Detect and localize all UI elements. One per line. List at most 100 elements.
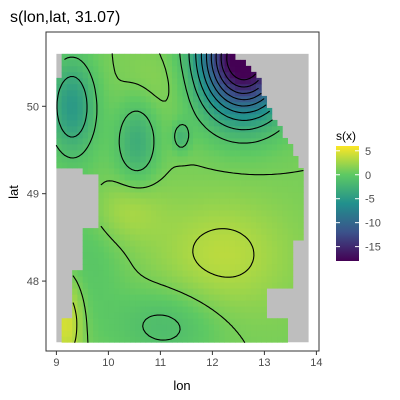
heat-cell [145,306,152,313]
heat-cell [250,149,257,157]
heat-cell [271,180,278,187]
heat-cell [193,155,199,163]
heat-cell [182,258,189,265]
heat-cell [150,336,157,343]
heat-cell [98,276,105,283]
heat-cell [161,143,168,151]
heat-cell [193,101,199,109]
heat-cell [124,216,131,223]
heat-cell [177,180,183,187]
heat-cell [119,162,126,169]
heat-cell [150,204,157,211]
heat-cell [203,113,210,121]
heat-cell [193,312,199,319]
heat-cell [177,204,183,211]
heat-cell [87,149,94,157]
heat-cell [235,143,241,151]
heat-cell [271,162,278,169]
heat-cell [256,186,262,193]
heat-cell [156,71,162,79]
chart-title: s(lon,lat, 31.07) [10,9,120,26]
heat-cell [161,306,168,313]
heat-cell [103,101,110,109]
heat-cell [187,77,194,85]
heat-cell [182,77,189,85]
heat-cell [261,252,267,259]
heat-cell [124,77,131,85]
heat-cell [198,89,204,97]
heat-cell [203,95,210,103]
heat-cell [124,330,131,337]
heat-cell [224,246,231,253]
heat-cell [203,252,210,259]
heat-cell [256,125,262,133]
heat-cell [208,234,215,241]
heat-cell [82,119,89,127]
heat-cell [103,306,110,313]
heat-cell [219,59,225,67]
heat-cell [161,294,168,301]
heat-cell [203,216,210,223]
heat-cell [66,101,73,109]
heat-cell [145,101,152,109]
heat-cell [98,324,105,331]
heat-cell [145,270,152,277]
heat-cell [124,113,131,121]
heat-cell [245,228,252,235]
heat-cell [166,210,173,217]
heat-cell [119,89,126,97]
heat-cell [119,288,126,295]
heat-cell [256,336,262,343]
heat-cell [124,252,131,259]
heat-cell [77,282,84,289]
heat-cell [82,246,89,253]
heat-cell [135,119,141,127]
heat-cell [156,210,162,217]
heat-cell [193,282,199,289]
heat-cell [229,330,236,337]
heat-cell [150,306,157,313]
heat-cell [277,222,283,229]
heat-cell [114,318,120,325]
heat-cell [114,125,120,133]
heat-cell [119,125,126,133]
heat-cell [140,222,147,229]
contour-line [210,53,262,101]
heat-cell [119,71,126,79]
heat-cell [98,192,105,199]
heat-cell [287,204,294,211]
heat-cell [150,330,157,337]
heat-cell [140,330,147,337]
heat-cell [245,192,252,199]
heat-cell [108,306,115,313]
heat-cell [140,216,147,223]
heat-cell [208,252,215,259]
heat-cell [287,276,294,283]
heat-cell [219,300,225,307]
heat-cell [93,83,99,91]
heat-cell [177,89,183,97]
heat-cell [166,216,173,223]
heat-cell [98,264,105,271]
heat-cell [224,155,231,163]
heat-cell [235,246,241,253]
heat-cell [82,228,89,235]
heat-cell [171,234,178,241]
heat-cell [261,143,267,151]
heat-cell [98,77,105,85]
heat-cell [135,186,141,193]
heat-cell [150,59,157,67]
heat-cell [171,294,178,301]
heat-cell [282,210,288,217]
heat-cell [198,174,204,181]
heat-cell [82,240,89,247]
heat-cell [261,155,267,163]
heat-cell [135,252,141,259]
heat-cell [135,89,141,97]
heat-cell [208,336,215,343]
heat-cell [171,180,178,187]
heat-cell [240,113,246,121]
heat-cell [177,119,183,127]
heat-cell [72,107,78,115]
heat-cell [250,119,257,127]
